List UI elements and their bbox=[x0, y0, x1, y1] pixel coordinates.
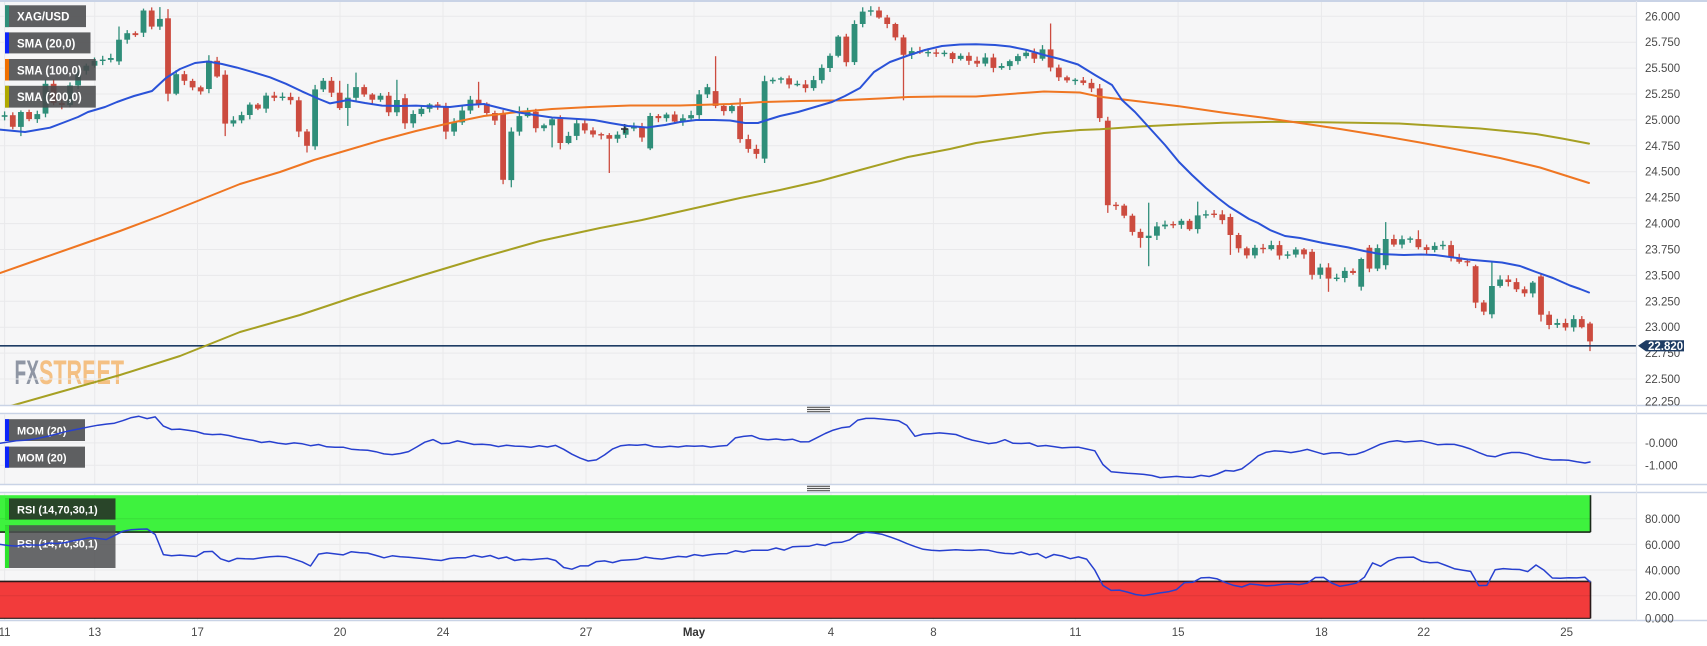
svg-text:11: 11 bbox=[0, 627, 11, 639]
svg-text:80.000: 80.000 bbox=[1645, 514, 1680, 526]
svg-text:RSI (14,70,30,1): RSI (14,70,30,1) bbox=[17, 505, 98, 517]
svg-text:18: 18 bbox=[1315, 627, 1328, 639]
svg-text:22.250: 22.250 bbox=[1645, 397, 1680, 409]
svg-text:13: 13 bbox=[88, 627, 101, 639]
svg-text:26.000: 26.000 bbox=[1645, 11, 1680, 23]
svg-text:25.750: 25.750 bbox=[1645, 37, 1680, 49]
svg-text:May: May bbox=[683, 627, 706, 639]
svg-text:25.250: 25.250 bbox=[1645, 89, 1680, 101]
svg-text:SMA (20,0): SMA (20,0) bbox=[17, 38, 76, 50]
svg-text:-1.000: -1.000 bbox=[1645, 460, 1678, 472]
svg-text:24.250: 24.250 bbox=[1645, 193, 1680, 205]
svg-text:60.000: 60.000 bbox=[1645, 540, 1680, 552]
svg-text:22.820: 22.820 bbox=[1648, 341, 1683, 353]
svg-text:0.000: 0.000 bbox=[1645, 614, 1674, 626]
svg-text:23.750: 23.750 bbox=[1645, 245, 1680, 257]
svg-text:20: 20 bbox=[334, 627, 347, 639]
svg-text:17: 17 bbox=[191, 627, 204, 639]
svg-text:23.500: 23.500 bbox=[1645, 270, 1680, 282]
svg-text:RSI (14,70,30,1): RSI (14,70,30,1) bbox=[17, 539, 98, 551]
svg-text:XAG/USD: XAG/USD bbox=[17, 12, 69, 24]
svg-text:25.000: 25.000 bbox=[1645, 115, 1680, 127]
svg-text:24.000: 24.000 bbox=[1645, 219, 1680, 231]
svg-text:27: 27 bbox=[580, 627, 593, 639]
svg-text:15: 15 bbox=[1172, 627, 1185, 639]
svg-text:25: 25 bbox=[1560, 627, 1573, 639]
svg-text:MOM (20): MOM (20) bbox=[17, 453, 67, 465]
svg-text:22.500: 22.500 bbox=[1645, 374, 1680, 386]
svg-text:24.750: 24.750 bbox=[1645, 141, 1680, 153]
svg-text:SMA (200,0): SMA (200,0) bbox=[17, 92, 82, 104]
svg-text:20.000: 20.000 bbox=[1645, 591, 1680, 603]
svg-text:-0.000: -0.000 bbox=[1645, 438, 1678, 450]
svg-text:40.000: 40.000 bbox=[1645, 565, 1680, 577]
svg-text:23.250: 23.250 bbox=[1645, 296, 1680, 308]
svg-text:11: 11 bbox=[1069, 627, 1081, 639]
svg-text:SMA (100,0): SMA (100,0) bbox=[17, 65, 82, 77]
svg-text:MOM (20): MOM (20) bbox=[17, 426, 67, 438]
svg-text:23.000: 23.000 bbox=[1645, 322, 1680, 334]
svg-text:22: 22 bbox=[1417, 627, 1430, 639]
svg-text:25.500: 25.500 bbox=[1645, 63, 1680, 75]
svg-text:FX: FX bbox=[15, 354, 40, 392]
svg-text:24: 24 bbox=[437, 627, 450, 639]
svg-text:4: 4 bbox=[828, 627, 835, 639]
svg-text:8: 8 bbox=[930, 627, 936, 639]
svg-text:24.500: 24.500 bbox=[1645, 167, 1680, 179]
